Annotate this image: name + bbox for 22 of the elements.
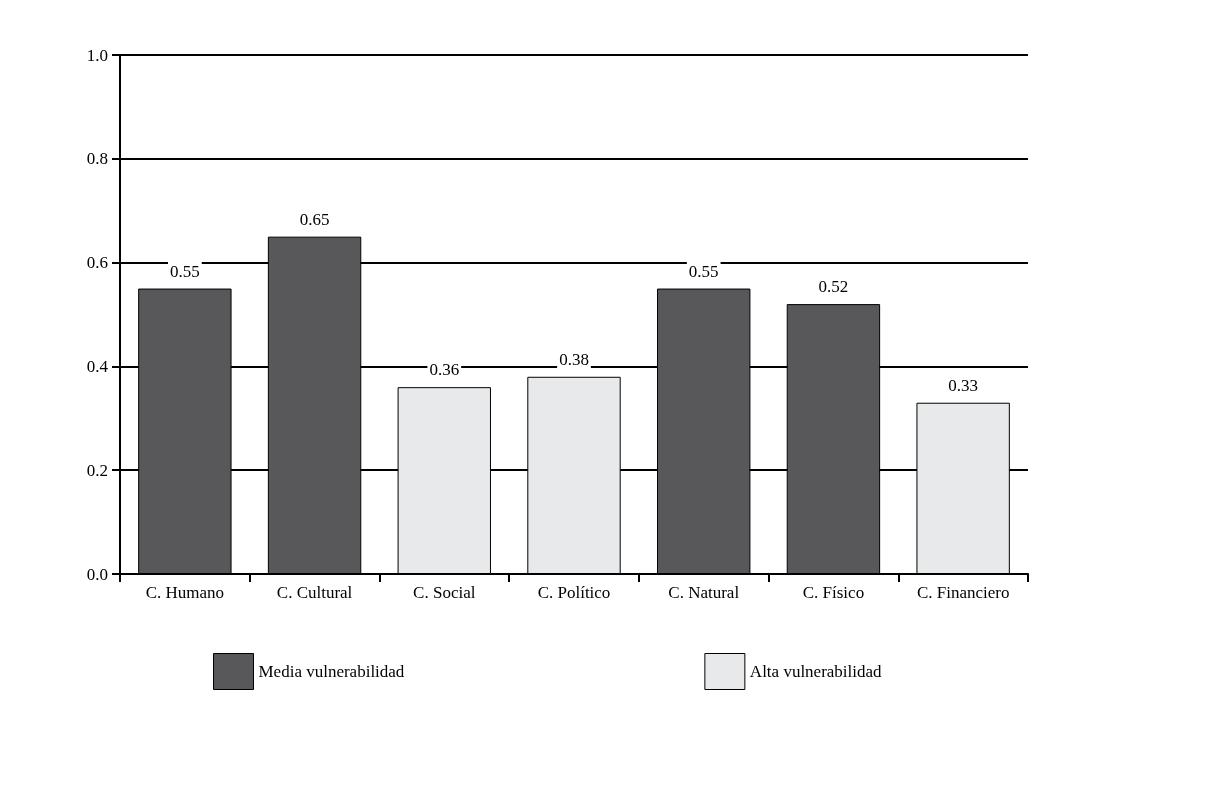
x-tick-label: C. Humano [145, 583, 225, 602]
y-tick-label: 0.2 [86, 460, 108, 480]
y-tick-label: 0.6 [86, 253, 108, 273]
x-tick-label: C. Político [537, 583, 611, 602]
y-tick-label: 0.4 [86, 356, 109, 376]
x-tick-label: C. Cultural [276, 583, 353, 602]
x-tick-label: C. Natural [668, 583, 740, 602]
data-label: 0.38 [559, 349, 589, 369]
legend-label: Alta vulnerabilidad [749, 662, 883, 681]
legend-label: Media vulnerabilidad [258, 662, 405, 681]
x-tick-label: C. Físico [802, 583, 865, 602]
y-tick-label: 0.0 [86, 564, 108, 584]
x-tick-label: C. Financiero [916, 583, 1010, 602]
data-label: 0.36 [429, 360, 460, 380]
y-tick-label: 0.8 [86, 149, 108, 169]
x-tick-label: C. Social [413, 583, 476, 602]
data-label: 0.55 [688, 261, 719, 281]
data-label: 0.55 [169, 261, 200, 281]
data-label: 0.52 [818, 277, 849, 297]
data-label: 0.33 [948, 375, 979, 395]
data-label: 0.65 [299, 209, 330, 229]
y-tick-label: 1.0 [86, 45, 108, 65]
